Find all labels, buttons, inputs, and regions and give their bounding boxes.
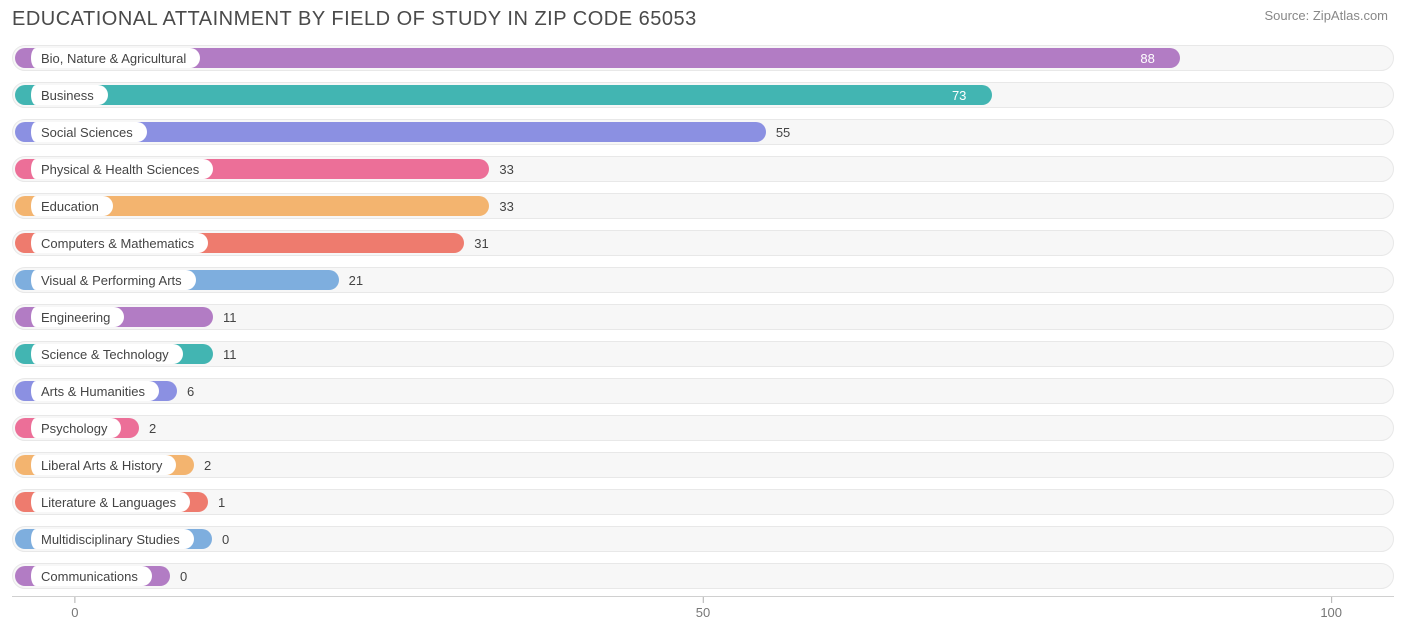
bar-category-label: Liberal Arts & History (26, 455, 176, 475)
tick-mark (1331, 597, 1332, 603)
bar-category-label: Science & Technology (26, 344, 183, 364)
bar-row: Education 33 (12, 189, 1394, 223)
bar-track (12, 341, 1394, 367)
axis-tick: 100 (1320, 597, 1342, 620)
bar-value-label: 31 (474, 233, 488, 253)
bar-category-label: Computers & Mathematics (26, 233, 208, 253)
bar-row: Communications 0 (12, 559, 1394, 593)
bar-value-label: 2 (204, 455, 211, 475)
bar-row: Arts & Humanities 6 (12, 374, 1394, 408)
tick-label: 50 (696, 605, 710, 620)
bar-value-label: 21 (349, 270, 363, 290)
tick-label: 0 (71, 605, 78, 620)
bar-category-label: Business (26, 85, 108, 105)
axis-tick: 0 (71, 597, 78, 620)
bar-row: Bio, Nature & Agricultural 88 (12, 41, 1394, 75)
bar-value-label: 6 (187, 381, 194, 401)
bar-fill (15, 85, 992, 105)
header: EDUCATIONAL ATTAINMENT BY FIELD OF STUDY… (0, 0, 1406, 35)
tick-mark (703, 597, 704, 603)
bar-row: Computers & Mathematics 31 (12, 226, 1394, 260)
bar-row: Psychology 2 (12, 411, 1394, 445)
bar-value-label: 1 (218, 492, 225, 512)
bar-category-label: Literature & Languages (26, 492, 190, 512)
bar-track (12, 526, 1394, 552)
bar-category-label: Engineering (26, 307, 124, 327)
bar-value-label: 73 (952, 85, 966, 105)
bar-value-label: 33 (499, 159, 513, 179)
chart-title: EDUCATIONAL ATTAINMENT BY FIELD OF STUDY… (12, 8, 697, 31)
bar-row: Literature & Languages 1 (12, 485, 1394, 519)
bar-category-label: Visual & Performing Arts (26, 270, 196, 290)
bar-value-label: 11 (223, 307, 237, 327)
bar-category-label: Arts & Humanities (26, 381, 159, 401)
bar-category-label: Communications (26, 566, 152, 586)
chart-area: Bio, Nature & Agricultural 88 Business 73 So… (12, 41, 1394, 624)
bar-track (12, 378, 1394, 404)
bar-category-label: Education (26, 196, 113, 216)
tick-label: 100 (1320, 605, 1342, 620)
bar-category-label: Multidisciplinary Studies (26, 529, 194, 549)
bar-category-label: Psychology (26, 418, 121, 438)
bar-row: Visual & Performing Arts 21 (12, 263, 1394, 297)
bar-track (12, 452, 1394, 478)
bar-row: Liberal Arts & History 2 (12, 448, 1394, 482)
bar-row: Physical & Health Sciences 33 (12, 152, 1394, 186)
bar-row: Multidisciplinary Studies 0 (12, 522, 1394, 556)
bar-value-label: 88 (1140, 48, 1154, 68)
chart-source: Source: ZipAtlas.com (1264, 8, 1388, 23)
bar-value-label: 0 (180, 566, 187, 586)
bar-category-label: Bio, Nature & Agricultural (26, 48, 200, 68)
bar-track (12, 304, 1394, 330)
bar-value-label: 0 (222, 529, 229, 549)
axis-tick: 50 (696, 597, 710, 620)
bar-value-label: 2 (149, 418, 156, 438)
tick-mark (74, 597, 75, 603)
x-axis: 0 50 100 (12, 596, 1394, 624)
bar-value-label: 55 (776, 122, 790, 142)
bar-row: Business 73 (12, 78, 1394, 112)
bar-value-label: 11 (223, 344, 237, 364)
bar-track (12, 563, 1394, 589)
bar-row: Social Sciences 55 (12, 115, 1394, 149)
bar-row: Engineering 11 (12, 300, 1394, 334)
bar-value-label: 33 (499, 196, 513, 216)
bar-row: Science & Technology 11 (12, 337, 1394, 371)
bar-category-label: Social Sciences (26, 122, 147, 142)
bar-category-label: Physical & Health Sciences (26, 159, 213, 179)
bar-track (12, 415, 1394, 441)
